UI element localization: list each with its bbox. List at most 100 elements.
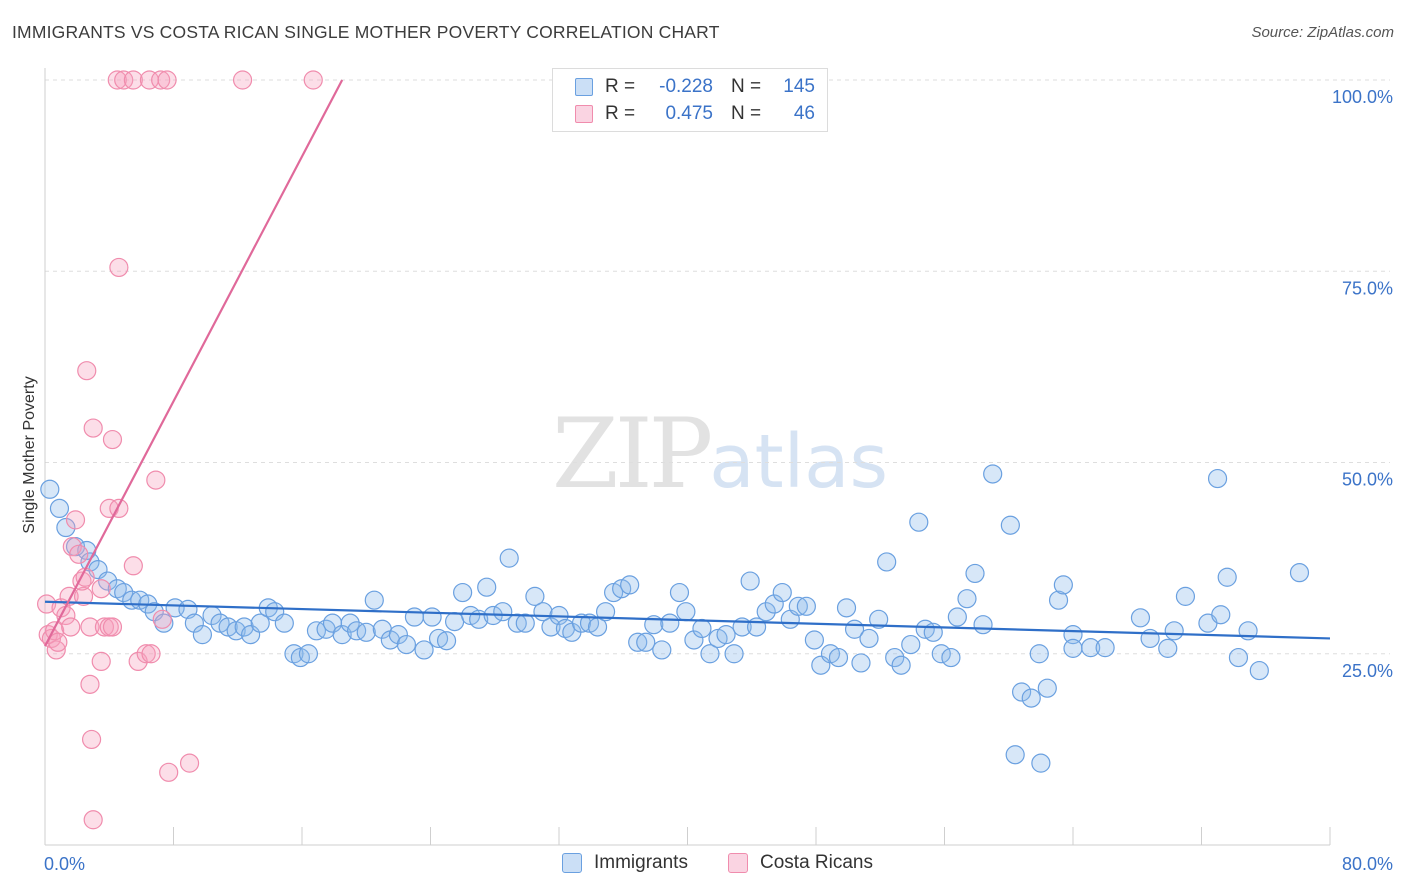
point-immigrants bbox=[1228, 647, 1249, 668]
point-immigrants bbox=[356, 622, 376, 642]
point-immigrants bbox=[1000, 515, 1020, 535]
point-immigrants bbox=[306, 621, 327, 641]
point-immigrants bbox=[901, 634, 921, 655]
y-tick-label: 25.0% bbox=[1342, 661, 1393, 681]
trend-line-immigrants bbox=[44, 600, 1331, 640]
point-costa-ricans bbox=[81, 729, 102, 750]
point-immigrants bbox=[965, 563, 985, 584]
point-immigrants bbox=[1005, 745, 1025, 765]
point-immigrants bbox=[1037, 678, 1057, 698]
legend-swatch-immigrants bbox=[562, 853, 582, 873]
point-costa-ricans bbox=[179, 753, 200, 773]
point-immigrants bbox=[453, 582, 473, 603]
point-costa-ricans bbox=[146, 470, 166, 490]
point-immigrants bbox=[859, 628, 879, 649]
point-immigrants bbox=[1207, 468, 1228, 489]
point-costa-ricans bbox=[232, 70, 253, 90]
point-costa-ricans bbox=[157, 70, 177, 90]
point-immigrants bbox=[740, 571, 760, 591]
point-immigrants bbox=[700, 644, 720, 664]
series-costa-ricans bbox=[37, 70, 323, 830]
point-immigrants bbox=[98, 571, 118, 591]
point-costa-ricans bbox=[123, 556, 143, 576]
point-immigrants bbox=[636, 632, 656, 652]
point-immigrants bbox=[1048, 590, 1069, 610]
point-immigrants bbox=[909, 512, 929, 532]
point-costa-ricans bbox=[80, 674, 100, 694]
point-immigrants bbox=[428, 628, 449, 649]
point-costa-ricans bbox=[77, 361, 97, 381]
series-immigrants bbox=[40, 464, 1310, 773]
point-immigrants bbox=[274, 613, 294, 633]
point-costa-ricans bbox=[69, 544, 89, 564]
point-immigrants bbox=[1063, 638, 1083, 658]
point-costa-ricans bbox=[61, 617, 81, 637]
legend-swatch-costa-ricans bbox=[575, 105, 593, 123]
point-immigrants bbox=[684, 630, 704, 650]
point-immigrants bbox=[947, 607, 967, 627]
chart-title: IMMIGRANTS VS COSTA RICAN SINGLE MOTHER … bbox=[12, 22, 720, 42]
point-immigrants bbox=[804, 630, 824, 650]
point-immigrants bbox=[493, 602, 513, 622]
source-label: Source: ZipAtlas.com bbox=[1251, 24, 1394, 41]
legend-r-label: R = bbox=[605, 76, 636, 97]
point-immigrants bbox=[796, 596, 816, 616]
legend-n-value: 46 bbox=[793, 103, 815, 124]
point-immigrants bbox=[869, 609, 889, 629]
watermark: ZIPatlas bbox=[552, 398, 888, 510]
point-immigrants bbox=[1164, 621, 1184, 641]
point-immigrants bbox=[885, 647, 905, 668]
point-immigrants bbox=[1053, 575, 1073, 595]
point-costa-ricans bbox=[83, 810, 103, 830]
point-immigrants bbox=[724, 644, 744, 664]
point-immigrants bbox=[973, 615, 993, 635]
point-immigrants bbox=[1211, 605, 1231, 625]
point-immigrants bbox=[1029, 644, 1049, 664]
point-costa-ricans bbox=[107, 70, 127, 90]
point-immigrants bbox=[49, 498, 70, 518]
point-immigrants bbox=[1175, 586, 1196, 606]
point-costa-ricans bbox=[102, 429, 123, 450]
point-immigrants bbox=[571, 613, 592, 633]
point-costa-ricans bbox=[152, 609, 172, 629]
point-immigrants bbox=[364, 590, 384, 610]
point-immigrants bbox=[298, 644, 319, 664]
point-immigrants bbox=[1021, 688, 1041, 708]
y-tick-label: 50.0% bbox=[1342, 470, 1393, 490]
point-immigrants bbox=[114, 582, 134, 603]
point-immigrants bbox=[828, 647, 849, 668]
point-immigrants bbox=[404, 607, 425, 627]
legend-label-costa-ricans: Costa Ricans bbox=[760, 852, 873, 873]
x-tick-label: 80.0% bbox=[1342, 854, 1393, 874]
point-immigrants bbox=[414, 640, 434, 660]
legend-item-immigrants: Immigrants bbox=[562, 852, 688, 874]
point-immigrants bbox=[499, 548, 519, 568]
tick-labels: 100.0% 75.0% 50.0% 25.0% 0.0% 80.0% bbox=[44, 87, 1393, 874]
point-immigrants bbox=[941, 647, 961, 668]
point-immigrants bbox=[347, 621, 367, 641]
point-costa-ricans bbox=[73, 586, 94, 606]
point-costa-ricans bbox=[80, 617, 100, 637]
point-immigrants bbox=[388, 625, 408, 645]
trend-lines bbox=[44, 79, 1331, 647]
point-immigrants bbox=[669, 582, 690, 603]
point-immigrants bbox=[192, 625, 213, 645]
y-tick-label: 75.0% bbox=[1342, 278, 1393, 298]
point-immigrants bbox=[1217, 567, 1237, 587]
point-immigrants bbox=[652, 640, 672, 660]
point-immigrants bbox=[541, 617, 561, 637]
point-costa-ricans bbox=[65, 510, 86, 530]
point-immigrants bbox=[716, 625, 736, 645]
point-immigrants bbox=[756, 602, 776, 622]
point-immigrants bbox=[40, 479, 60, 499]
legend-n-value: 145 bbox=[783, 76, 815, 97]
point-immigrants bbox=[851, 653, 871, 673]
point-immigrants bbox=[692, 618, 712, 639]
legend-row-immigrants: R = -0.228 N = 145 bbox=[553, 73, 815, 101]
legend-r-label: R = bbox=[605, 103, 636, 124]
point-costa-ricans bbox=[141, 644, 161, 664]
legend-n-label: N = bbox=[731, 103, 762, 124]
point-costa-ricans bbox=[94, 617, 115, 637]
point-costa-ricans bbox=[151, 70, 171, 90]
point-costa-ricans bbox=[91, 579, 111, 599]
